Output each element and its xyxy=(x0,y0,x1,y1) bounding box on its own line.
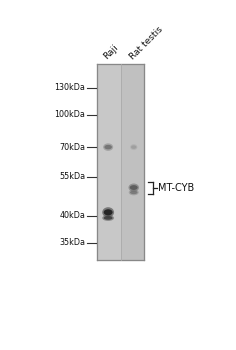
Text: 100kDa: 100kDa xyxy=(55,110,85,119)
Ellipse shape xyxy=(104,145,112,149)
Ellipse shape xyxy=(129,189,139,195)
Bar xyxy=(97,64,121,260)
Text: 130kDa: 130kDa xyxy=(55,83,85,92)
Ellipse shape xyxy=(128,183,139,191)
Bar xyxy=(97,64,144,260)
Ellipse shape xyxy=(130,185,138,190)
Text: Rat testis: Rat testis xyxy=(128,25,165,61)
Text: 40kDa: 40kDa xyxy=(59,211,85,220)
Ellipse shape xyxy=(102,215,114,221)
Text: Raji: Raji xyxy=(102,43,120,61)
Ellipse shape xyxy=(130,191,138,194)
Text: 35kDa: 35kDa xyxy=(59,238,85,247)
Ellipse shape xyxy=(131,145,136,149)
Ellipse shape xyxy=(103,144,113,151)
Ellipse shape xyxy=(102,207,114,217)
Text: 70kDa: 70kDa xyxy=(59,142,85,152)
Ellipse shape xyxy=(104,209,113,215)
Text: 55kDa: 55kDa xyxy=(59,172,85,181)
Bar xyxy=(121,64,144,260)
Ellipse shape xyxy=(104,216,113,220)
Ellipse shape xyxy=(130,144,137,150)
Text: MT-CYB: MT-CYB xyxy=(158,183,194,193)
